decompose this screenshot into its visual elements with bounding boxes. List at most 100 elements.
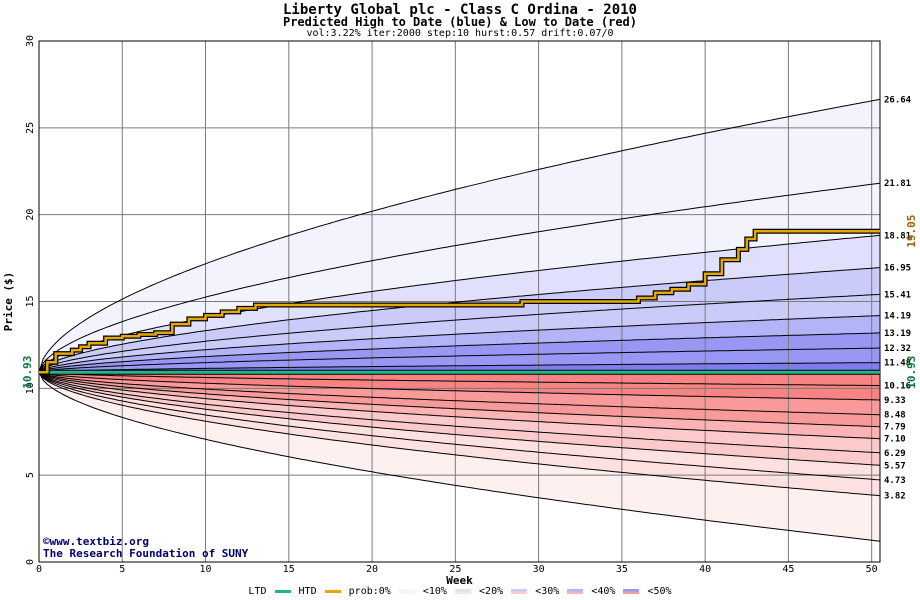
quantile-label: 21.81 <box>884 179 911 189</box>
band-lower-4 <box>39 372 880 439</box>
quantile-label: 8.48 <box>884 411 906 421</box>
band-lower-1 <box>39 372 880 400</box>
chart-subtitle: Predicted High to Date (blue) & Low to D… <box>282 15 637 29</box>
quantile-line <box>38 315 881 373</box>
chart-parameters: vol:3.22% iter:2000 step:10 hurst:0.57 d… <box>306 28 614 39</box>
legend-band-label-20: <20% <box>479 586 504 597</box>
chart-title: Liberty Global plc - Class C Ordina - 20… <box>282 2 637 18</box>
credit-website: ©www.textbiz.org <box>43 535 149 548</box>
quantile-label: 9.33 <box>884 396 906 406</box>
legend-band-label-40: <40% <box>591 586 616 597</box>
plot-frame <box>38 40 881 563</box>
band-lower-7 <box>39 372 880 480</box>
x-tick-label: 30 <box>533 564 545 575</box>
quantile-label: 16.95 <box>884 264 911 274</box>
legend-band-swatch-10 <box>455 588 471 594</box>
credit-organization: The Research Foundation of SUNY <box>43 547 249 560</box>
y-tick-label: 0 <box>25 559 36 565</box>
x-tick-label: 20 <box>366 564 378 575</box>
quantile-line <box>38 267 881 373</box>
legend-band-swatch-20 <box>511 588 528 594</box>
band-upper-7 <box>39 348 880 373</box>
y-tick-label: 30 <box>25 35 36 47</box>
quantile-line <box>38 371 881 416</box>
legend-band-swatch-0 <box>398 588 415 594</box>
quantile-line <box>38 182 881 373</box>
y-tick-label: 15 <box>25 295 36 307</box>
y-axis-title: Price ($) <box>2 272 15 332</box>
quantile-line <box>38 371 881 497</box>
quantile-label: 26.64 <box>884 95 912 105</box>
y-tick-label: 10 <box>25 382 36 394</box>
x-tick-label: 40 <box>699 564 711 575</box>
band-upper-2 <box>39 235 880 373</box>
quantile-label: 11.48 <box>884 359 911 369</box>
x-axis-title: Week <box>446 574 473 587</box>
quantile-line <box>38 371 881 466</box>
ltd-end-label: 10.93 <box>905 356 918 389</box>
legend-prob-label: prob:0% <box>348 586 391 597</box>
band-lower-9 <box>39 372 880 542</box>
quantile-line <box>38 347 881 373</box>
quantile-line <box>38 98 881 373</box>
quantile-line <box>38 293 881 373</box>
x-tick-label: 45 <box>782 564 794 575</box>
quantile-label: 4.73 <box>884 476 906 486</box>
quantile-line <box>38 371 881 481</box>
legend-htd-swatch <box>324 589 341 593</box>
legend-band-label-30: <30% <box>535 586 560 597</box>
y-tick-label: 20 <box>25 209 36 221</box>
quantile-line <box>38 371 881 542</box>
band-upper-6 <box>39 332 880 373</box>
quantile-label: 15.41 <box>884 290 911 300</box>
x-tick-label: 5 <box>119 564 125 575</box>
quantile-label: 14.19 <box>884 312 911 322</box>
legend-band-label-50: <50% <box>647 586 672 597</box>
band-lower-2 <box>39 372 880 415</box>
legend-band-swatch-30 <box>567 588 584 594</box>
y-tick-label: 5 <box>25 472 36 478</box>
quantile-label: 5.57 <box>884 461 906 471</box>
band-lower-5 <box>39 372 880 453</box>
quantile-line <box>38 371 881 454</box>
legend-band-swatch-40 <box>623 588 640 594</box>
legend-ltd-label: LTD <box>248 586 267 597</box>
band-upper-4 <box>39 294 880 373</box>
quantile-line <box>38 371 881 387</box>
band-lower-0 <box>39 372 880 386</box>
quantile-label: 3.82 <box>884 492 906 502</box>
quantile-label: 12.32 <box>884 344 911 354</box>
band-upper-1 <box>39 183 880 373</box>
quantile-line <box>38 371 881 428</box>
quantile-label: 6.29 <box>884 449 906 459</box>
legend-band-label-10: <10% <box>422 586 447 597</box>
quantile-line <box>38 371 881 401</box>
band-upper-5 <box>39 315 880 373</box>
legend-ltd-swatch <box>274 589 291 593</box>
quantile-label: 10.16 <box>884 382 911 392</box>
quantile-label: 7.10 <box>884 435 906 445</box>
x-tick-label: 25 <box>449 564 461 575</box>
quantile-line <box>38 362 881 373</box>
htd-end-label: 19.05 <box>905 215 918 248</box>
htd-line <box>39 229 880 374</box>
quantile-line <box>38 332 881 373</box>
x-tick-label: 0 <box>36 564 42 575</box>
band-lower-3 <box>39 372 880 427</box>
quantile-label: 13.19 <box>884 329 911 339</box>
band-upper-outer <box>39 41 880 373</box>
band-upper-0 <box>39 99 880 373</box>
x-tick-label: 35 <box>616 564 628 575</box>
band-lower-8 <box>39 372 880 496</box>
start-price-label: 10.93 <box>21 356 34 389</box>
x-tick-label: 15 <box>283 564 295 575</box>
legend: LTD HTD prob:0% <10% <20% <30% <40% <50% <box>0 586 920 597</box>
band-lower-6 <box>39 372 880 466</box>
x-tick-label: 10 <box>200 564 212 575</box>
quantile-line <box>38 371 881 440</box>
x-tick-label: 50 <box>866 564 878 575</box>
y-tick-label: 25 <box>25 122 36 134</box>
legend-htd-label: HTD <box>298 586 317 597</box>
quantile-label: 7.79 <box>884 423 906 433</box>
